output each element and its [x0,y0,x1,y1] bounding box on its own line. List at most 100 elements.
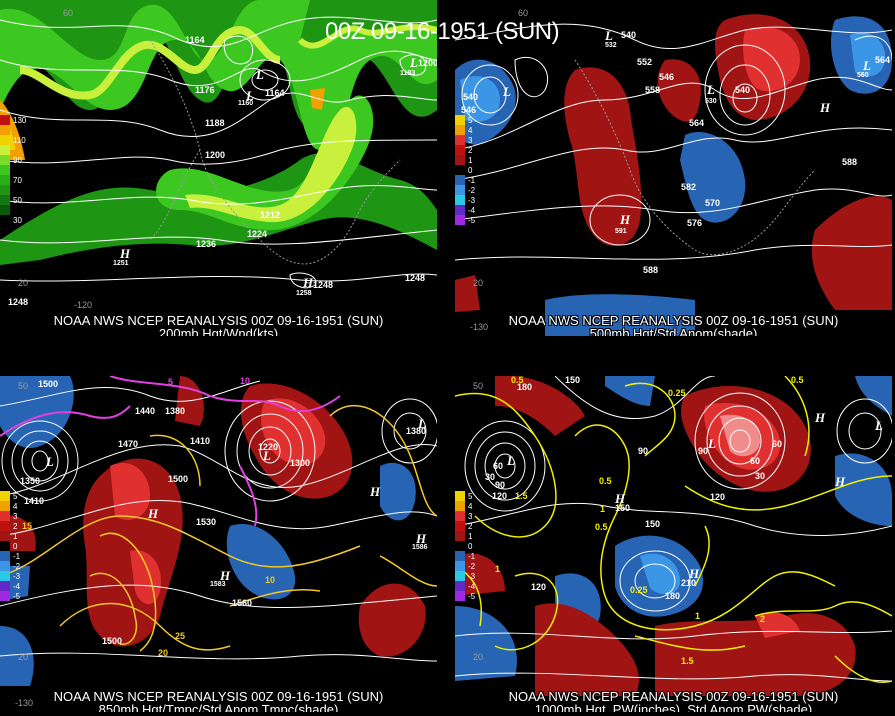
height-label: 60 [772,439,783,449]
lat-label: 20 [473,652,484,662]
low-marker: L [246,88,254,103]
high-marker: H [416,531,427,546]
height-label: 30 [485,472,496,482]
low-marker: L [605,28,613,43]
low-marker: L [875,418,883,433]
temp-label: 5 [168,377,174,387]
panel-1000mb[interactable]: 5 4 3 2 1 0 -1 -2 -3 -4 -5 150 180 90 30… [455,376,892,712]
height-label: 1530 [196,517,217,527]
high-marker: H [148,506,159,521]
height-label: 1410 [24,496,45,506]
temp-label: 10 [240,376,251,386]
height-label: 1164 [265,88,285,98]
lat-label: 60 [518,8,529,18]
panel-200mb[interactable]: 130 110 90 70 50 30 1164 1176 1164 1188 … [0,0,437,336]
height-label: 1224 [247,229,268,239]
height-label: 588 [842,157,858,167]
pw-label: 1 [600,504,606,514]
height-label: 1212 [260,210,281,220]
height-label: 564 [875,55,891,65]
height-label: 540 [463,92,479,102]
low-marker: L [863,58,871,73]
pw-label: 0.5 [511,376,524,385]
height-label: 1300 [290,458,311,468]
height-label: 1440 [135,406,156,416]
height-label: 1500 [102,636,123,646]
height-label: 210 [681,578,697,588]
height-label: 1380 [406,426,427,436]
low-marker: L [410,55,418,70]
lat-label: 60 [63,8,74,18]
height-label: 560 [857,72,869,79]
height-label: 150 [565,376,581,385]
height-label: 150 [615,503,631,513]
pw-label: 0.5 [595,522,608,532]
high-marker: H [815,410,826,425]
height-label: 120 [492,491,508,501]
lat-label: 50 [473,381,484,391]
height-label: 1380 [165,406,186,416]
high-marker: H [620,212,631,227]
legend-wind: 130 110 90 70 50 30 [0,115,30,225]
lon-label: -130 [470,322,489,332]
high-marker: H [120,246,131,261]
low-marker: L [46,454,54,469]
height-label: 588 [643,265,659,275]
height-label: 530 [705,98,717,105]
low-marker: L [418,416,426,431]
temp-label: 25 [175,631,186,641]
height-label: 1160 [238,100,254,107]
height-label: 552 [637,57,653,67]
height-label: 1200 [418,58,437,68]
high-marker: H [820,100,831,115]
pw-label: 0.5 [599,476,612,486]
lat-label: 20 [18,652,29,662]
pw-label: 0.5 [791,376,804,385]
panel-850mb[interactable]: 5 4 3 2 1 0 -1 -2 -3 -4 -5 1500 1440 138… [0,376,437,712]
height-label: 1248 [8,297,29,307]
height-label: 1193 [400,70,416,77]
low-marker: L [708,436,716,451]
height-label: 120 [710,492,726,502]
caption-line2: 500mb Hgt/Std Anom(shade) [589,326,758,336]
pw-label: 0.25 [630,585,648,595]
height-label: 30 [755,471,766,481]
map-500mb [455,14,892,336]
lon-label: -130 [15,698,34,708]
legend-anom: 5 4 3 2 1 0 -1 -2 -3 -4 -5 [0,491,30,601]
height-label: 570 [705,198,721,208]
caption-line1: NOAA NWS NCEP REANALYSIS 00Z 09-16-1951 … [508,689,839,704]
map-200mb [0,0,437,289]
height-label: 180 [517,382,533,392]
panel-500mb[interactable]: 5 4 3 2 1 0 -1 -2 -3 -4 -5 540 546 552 5… [455,0,892,336]
height-label: 90 [638,446,649,456]
height-label: 1220 [258,442,279,452]
low-marker: L [256,67,264,82]
height-label: 576 [687,218,703,228]
height-label: 1586 [412,544,428,551]
height-label: 1560 [232,598,253,608]
caption-line1: NOAA NWS NCEP REANALYSIS 00Z 09-16-1951 … [508,313,839,328]
high-marker: H [220,568,231,583]
pw-label: 1.5 [515,491,528,501]
high-marker: H [615,491,626,506]
height-label: 60 [493,461,504,471]
height-label: 1583 [210,581,226,588]
low-marker: L [503,84,511,99]
legend-anom: 5 4 3 2 1 0 -1 -2 -3 -4 -5 [455,491,485,601]
height-label: 1350 [20,476,41,486]
caption-line2: 1000mb Hgt, PW(inches), Std Anom PW(shad… [534,702,813,712]
low-marker: L [263,448,271,463]
lat-label: 50 [18,381,29,391]
pw-label: 0.25 [668,388,686,398]
height-label: 1164 [185,35,205,45]
high-marker: H [370,484,381,499]
caption-line1: NOAA NWS NCEP REANALYSIS 00Z 09-16-1951 … [53,313,384,328]
height-label: 1410 [190,436,211,446]
height-label: 1500 [38,379,59,389]
pw-label: 1 [495,564,501,574]
main-title: 00Z 09-16-1951 (SUN) [325,18,560,45]
height-label: 150 [645,519,661,529]
high-marker: H [303,275,314,290]
